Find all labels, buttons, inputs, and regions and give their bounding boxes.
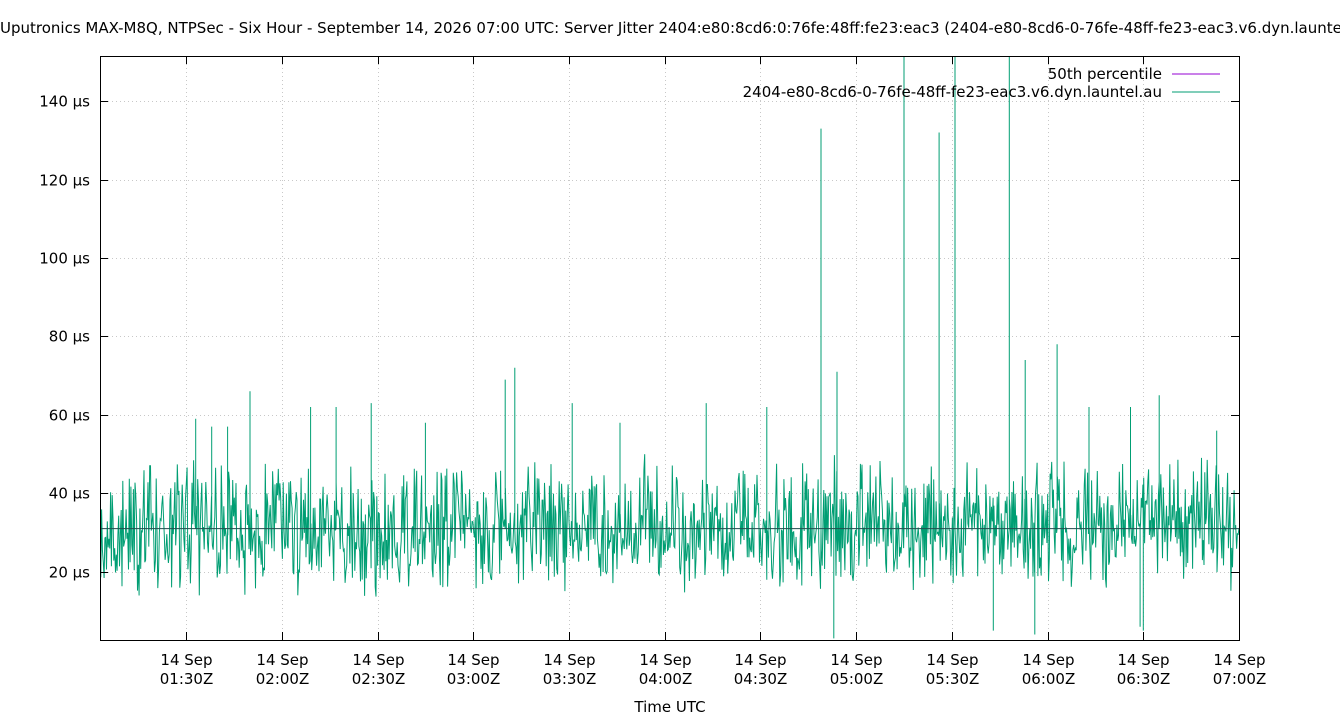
x-tick-label: 03:30Z <box>543 670 597 688</box>
x-tick-label: 14 Sep <box>352 651 404 669</box>
x-tick-label: 06:00Z <box>1022 670 1076 688</box>
series-layer <box>100 56 1239 639</box>
x-tick-label: 14 Sep <box>256 651 308 669</box>
legend-label: 2404-e80-8cd6-0-76fe-48ff-fe23-eac3.v6.d… <box>743 83 1162 101</box>
y-tick-label: 100 µs <box>39 250 90 268</box>
y-tick-label: 60 µs <box>49 407 90 425</box>
x-tick-label: 05:30Z <box>926 670 980 688</box>
plot-border <box>100 56 1240 641</box>
y-tick-label: 20 µs <box>49 564 90 582</box>
x-tick-label: 14 Sep <box>160 651 212 669</box>
x-tick-label: 04:00Z <box>639 670 693 688</box>
x-axis-label: Time UTC <box>633 698 705 716</box>
x-tick-label: 14 Sep <box>926 651 978 669</box>
x-tick-label: 14 Sep <box>734 651 786 669</box>
x-tick-label: 14 Sep <box>1117 651 1169 669</box>
series-line-jitter <box>100 56 1239 639</box>
x-tick-label: 01:30Z <box>160 670 214 688</box>
x-tick-label: 07:00Z <box>1213 670 1267 688</box>
y-tick-label: 120 µs <box>39 172 90 190</box>
x-tick-label: 05:00Z <box>830 670 884 688</box>
x-tick-label: 14 Sep <box>1022 651 1074 669</box>
x-tick-label: 14 Sep <box>447 651 499 669</box>
legend: 50th percentile2404-e80-8cd6-0-76fe-48ff… <box>743 65 1220 101</box>
x-tick-label: 14 Sep <box>639 651 691 669</box>
x-tick-label: 06:30Z <box>1117 670 1171 688</box>
x-tick-label: 03:00Z <box>447 670 501 688</box>
y-tick-label: 40 µs <box>49 485 90 503</box>
legend-label: 50th percentile <box>1048 65 1162 83</box>
x-tick-label: 02:00Z <box>256 670 310 688</box>
x-tick-label: 14 Sep <box>543 651 595 669</box>
y-tick-label: 140 µs <box>39 93 90 111</box>
x-tick-label: 02:30Z <box>352 670 406 688</box>
chart-title: Uputronics MAX-M8Q, NTPSec - Six Hour - … <box>0 19 1340 37</box>
x-tick-label: 14 Sep <box>830 651 882 669</box>
y-axis-ticks: 20 µs 40 µs 60 µs 80 µs 100 µs 120 µs 140 µs <box>39 93 1239 582</box>
x-tick-label: 04:30Z <box>734 670 788 688</box>
y-tick-label: 80 µs <box>49 328 90 346</box>
x-tick-label: 14 Sep <box>1213 651 1265 669</box>
